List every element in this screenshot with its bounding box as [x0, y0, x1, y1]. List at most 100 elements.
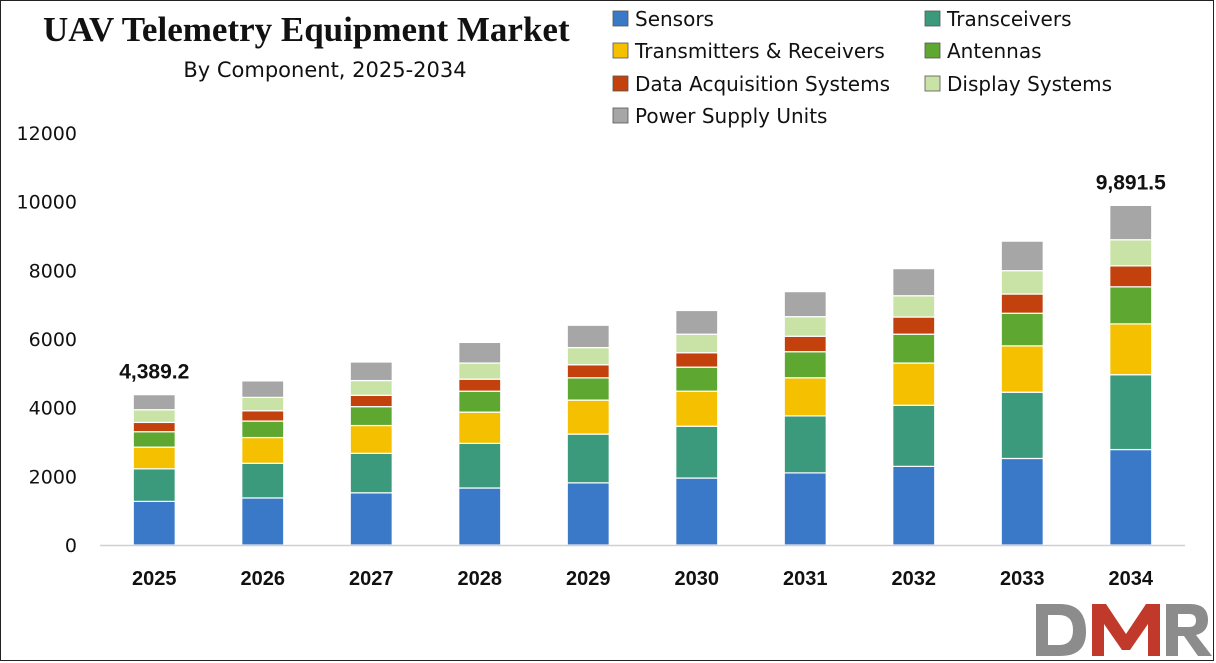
bar-segment-transceivers-2027 [349, 452, 393, 494]
bar-segment-power-supply-units-2025 [132, 394, 176, 411]
bar-segment-antennas-2034 [1109, 286, 1153, 325]
bar-segment-power-supply-units-2028 [458, 341, 502, 364]
legend-label: Display Systems [947, 72, 1112, 96]
legend-item: Power Supply Units [612, 104, 827, 128]
bar-segment-transmitters-receivers-2025 [132, 446, 176, 470]
bar-segment-sensors-2028 [458, 487, 502, 546]
x-tick-label: 2027 [349, 568, 394, 590]
bar-segment-power-supply-units-2026 [241, 380, 285, 398]
y-tick-label: 2000 [29, 466, 77, 488]
bar-segment-data-acquisition-systems-2027 [349, 394, 393, 408]
bar-segment-sensors-2027 [349, 492, 393, 546]
bar-segment-transmitters-receivers-2033 [1000, 345, 1044, 393]
bar-segment-antennas-2028 [458, 390, 502, 413]
bar-stack-2032 [892, 268, 936, 546]
legend-item: Sensors [612, 7, 714, 31]
bar-segment-sensors-2032 [892, 465, 936, 546]
y-tick-label: 10000 [17, 192, 77, 214]
bar-segment-transceivers-2031 [783, 415, 827, 474]
legend-swatch [612, 42, 629, 59]
bar-segment-transmitters-receivers-2032 [892, 362, 936, 406]
bar-stacks [132, 204, 1153, 546]
bar-segment-data-acquisition-systems-2034 [1109, 265, 1153, 288]
data-label-2034: 9,891.5 [1096, 171, 1166, 194]
y-tick-label: 4000 [29, 398, 77, 420]
legend-item: Antennas [924, 39, 1042, 63]
bar-segment-transmitters-receivers-2027 [349, 424, 393, 454]
legend-item: Transceivers [924, 7, 1072, 31]
bar-segment-transceivers-2028 [458, 442, 502, 489]
bar-segment-display-systems-2027 [349, 379, 393, 396]
bar-segment-display-systems-2026 [241, 396, 285, 412]
bar-segment-transmitters-receivers-2031 [783, 377, 827, 417]
x-tick-label: 2028 [458, 568, 503, 590]
x-tick-label: 2026 [241, 568, 286, 590]
x-tick-label: 2025 [132, 568, 177, 590]
bar-stack-2033 [1000, 240, 1044, 546]
bar-segment-antennas-2027 [349, 406, 393, 427]
bar-segment-display-systems-2031 [783, 316, 827, 337]
bar-segment-antennas-2030 [675, 366, 719, 392]
legend: Sensors Transceivers Transmitters & Receiv… [612, 7, 1112, 128]
bar-segment-sensors-2026 [241, 497, 285, 546]
bar-stack-2025 [132, 394, 176, 546]
bar-segment-power-supply-units-2033 [1000, 240, 1044, 272]
bar-segment-power-supply-units-2034 [1109, 204, 1153, 241]
legend-label: Antennas [947, 39, 1042, 63]
bar-segment-power-supply-units-2032 [892, 268, 936, 297]
bar-segment-power-supply-units-2029 [566, 324, 610, 349]
x-tick-label: 2029 [566, 568, 611, 590]
x-axis: 2025 2026 2027 2028 2029 2030 2031 2032 2033 2034 [100, 544, 1185, 590]
bar-segment-data-acquisition-systems-2025 [132, 421, 176, 433]
bar-segment-transmitters-receivers-2026 [241, 436, 285, 464]
y-tick-label: 8000 [29, 260, 77, 282]
bar-segment-transmitters-receivers-2029 [566, 399, 610, 435]
bar-segment-data-acquisition-systems-2031 [783, 335, 827, 353]
bar-segment-display-systems-2034 [1109, 239, 1153, 267]
bar-segment-display-systems-2032 [892, 295, 936, 318]
bar-segment-display-systems-2033 [1000, 270, 1044, 295]
bar-stack-2031 [783, 291, 827, 546]
legend-swatch [612, 75, 629, 92]
legend-swatch [924, 10, 941, 27]
x-tick-label: 2031 [783, 568, 828, 590]
bar-segment-transmitters-receivers-2034 [1109, 323, 1153, 376]
bar-stack-2034 [1109, 204, 1153, 546]
bar-segment-transceivers-2034 [1109, 374, 1153, 451]
bar-segment-display-systems-2028 [458, 362, 502, 380]
bar-segment-sensors-2034 [1109, 448, 1153, 546]
bar-segment-antennas-2025 [132, 431, 176, 448]
y-tick-label: 6000 [29, 329, 77, 351]
bar-segment-display-systems-2030 [675, 333, 719, 354]
bar-segment-sensors-2030 [675, 477, 719, 546]
bar-segment-transceivers-2033 [1000, 391, 1044, 460]
legend-item: Display Systems [924, 72, 1112, 96]
bar-segment-sensors-2031 [783, 472, 827, 546]
bar-segment-transceivers-2025 [132, 468, 176, 502]
legend-label: Sensors [635, 7, 714, 31]
y-axis: 0 2000 4000 6000 8000 10000 12000 [17, 123, 77, 557]
bar-segment-power-supply-units-2027 [349, 361, 393, 382]
bar-segment-data-acquisition-systems-2033 [1000, 293, 1044, 314]
bar-segment-transceivers-2029 [566, 433, 610, 484]
bar-segment-data-acquisition-systems-2032 [892, 316, 936, 335]
y-tick-label: 0 [65, 535, 77, 557]
legend-label: Data Acquisition Systems [635, 72, 890, 96]
legend-label: Transceivers [946, 7, 1072, 31]
bar-segment-display-systems-2029 [566, 346, 610, 366]
chart-subtitle: By Component, 2025-2034 [183, 58, 467, 82]
legend-swatch [924, 75, 941, 92]
bar-segment-display-systems-2025 [132, 409, 176, 424]
bar-segment-sensors-2025 [132, 500, 176, 546]
bar-segment-data-acquisition-systems-2030 [675, 352, 719, 368]
bar-segment-data-acquisition-systems-2029 [566, 364, 610, 379]
legend-label: Transmitters & Receivers [634, 39, 885, 63]
dmr-logo [1030, 598, 1214, 660]
bar-segment-data-acquisition-systems-2026 [241, 410, 285, 422]
legend-label: Power Supply Units [635, 104, 827, 128]
bar-segment-antennas-2032 [892, 333, 936, 364]
bar-segment-sensors-2029 [566, 482, 610, 546]
legend-swatch [612, 10, 629, 27]
